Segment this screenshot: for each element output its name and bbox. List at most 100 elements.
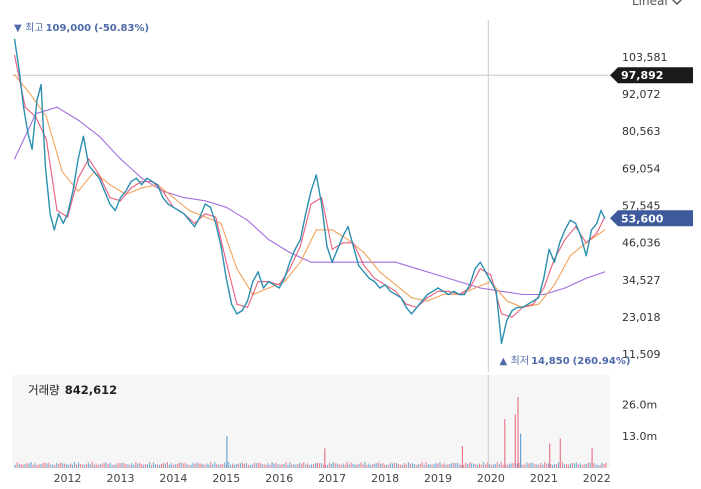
volume-bar [550, 464, 552, 468]
series-point-price [416, 306, 418, 308]
volume-bar [299, 463, 301, 468]
volume-bar [338, 464, 340, 468]
x-tick-label: 2013 [106, 472, 134, 485]
series-point-price [321, 203, 323, 205]
series-point-price [596, 222, 598, 224]
low-label: 최저 [511, 355, 529, 367]
volume-bar [125, 464, 127, 468]
volume-bar [599, 464, 601, 468]
series-point-ma-long [416, 268, 418, 270]
volume-bar [54, 464, 56, 468]
volume-bar [546, 463, 548, 468]
volume-bar [384, 464, 386, 468]
series-point-price [23, 106, 25, 108]
volume-spike [461, 446, 463, 468]
series-point-price [241, 310, 243, 312]
series-point-price [82, 135, 84, 137]
series-point-ma-short [98, 174, 100, 176]
x-tick-label: 2012 [54, 472, 82, 485]
volume-bar [595, 464, 597, 468]
series-point-price [273, 284, 275, 286]
volume-bar [439, 462, 441, 468]
volume-bar [123, 462, 125, 468]
volume-bar [111, 464, 113, 468]
volume-bar [453, 462, 455, 468]
series-point-ma-short [14, 54, 16, 57]
series-point-ma-short [373, 277, 376, 279]
series-point-price [262, 287, 264, 289]
series-point-ma-long [268, 239, 270, 241]
series-point-ma-long [119, 158, 122, 160]
scale-mode-selector[interactable]: Linear [632, 0, 682, 8]
volume-bar [204, 464, 206, 468]
volume-bar [243, 463, 245, 468]
chevron-down-icon [672, 0, 682, 5]
volume-bar [261, 464, 263, 468]
series-point-price [88, 164, 90, 166]
series-point-price [283, 277, 286, 279]
series-point-price [453, 290, 455, 292]
volume-bar [174, 464, 176, 468]
volume-bar [18, 464, 20, 468]
volume-bar [502, 464, 504, 468]
series-point-price [167, 203, 169, 205]
volume-bar [143, 464, 145, 468]
series-point-ma-short [299, 245, 301, 247]
series-point-price [527, 303, 529, 305]
volume-bar [313, 464, 315, 468]
volume-bar [378, 462, 380, 468]
series-point-price [400, 297, 402, 299]
series-point-price [580, 235, 582, 237]
volume-spike [324, 448, 326, 468]
series-point-price [389, 290, 391, 292]
series-point-ma-short [77, 177, 79, 179]
series-point-price [590, 229, 593, 231]
volume-bar [289, 462, 291, 468]
volume-bar [228, 462, 230, 468]
series-point-price [18, 67, 20, 69]
series-point-ma-long [458, 281, 460, 283]
series-point-price [204, 203, 206, 205]
volume-bar [316, 462, 319, 468]
series-point-price [268, 281, 270, 283]
volume-bar [269, 464, 271, 468]
volume-bar [585, 464, 587, 468]
volume-bar [518, 463, 520, 468]
volume-bar [506, 464, 508, 468]
series-point-ma-long [500, 290, 503, 292]
volume-bar [544, 462, 546, 468]
series-point-price [151, 180, 153, 183]
volume-bar [315, 462, 317, 468]
series-point-price [141, 184, 143, 186]
volume-bar [475, 464, 477, 468]
series-point-price [31, 148, 33, 150]
volume-bar [311, 464, 313, 468]
series-point-ma-mid [236, 268, 238, 270]
series-point-ma-short [321, 197, 323, 199]
volume-bar [305, 464, 307, 468]
volume-bar [152, 462, 155, 468]
volume-bar [358, 463, 360, 468]
price-y-tick: 80,563 [622, 125, 661, 138]
volume-bar [42, 462, 44, 468]
series-point-ma-short [363, 264, 365, 266]
series-point-price [104, 190, 106, 192]
volume-bar [166, 462, 168, 468]
volume-bar [139, 463, 141, 468]
series-point-ma-short [162, 190, 164, 192]
volume-bar [158, 464, 161, 468]
series-point-price [209, 206, 212, 208]
series-point-ma-long [437, 274, 439, 276]
volume-bar [593, 463, 595, 468]
series-point-price [289, 261, 291, 263]
volume-bar [287, 464, 289, 468]
series-point-ma-long [479, 287, 481, 289]
series-point-ma-short [596, 232, 598, 234]
series-point-price [14, 38, 16, 41]
series-point-price [373, 281, 376, 283]
volume-bar [16, 462, 18, 468]
series-point-price [511, 310, 513, 312]
price-y-tick: 34,527 [622, 274, 661, 287]
series-point-ma-mid [379, 271, 381, 273]
